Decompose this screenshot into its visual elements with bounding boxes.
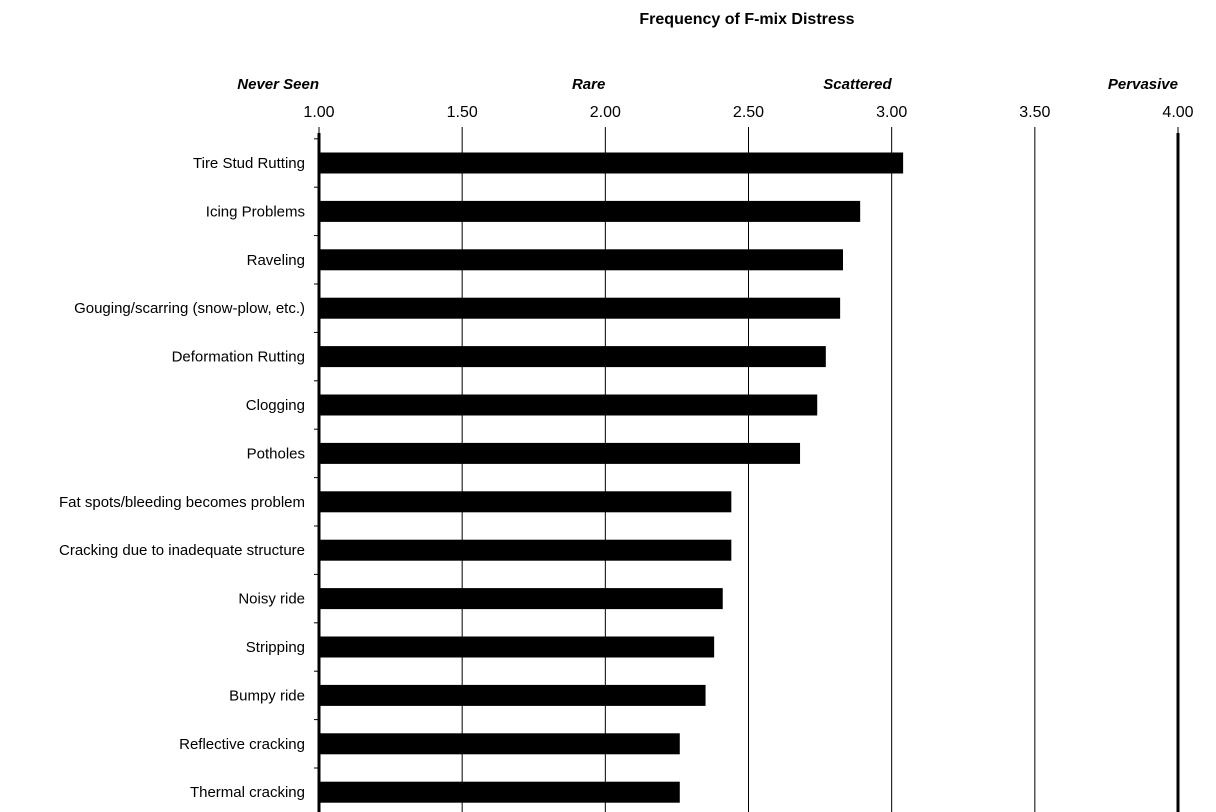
bar xyxy=(319,346,826,368)
bar xyxy=(319,588,723,610)
x-tick-label: 2.50 xyxy=(733,104,764,121)
category-label: Potholes xyxy=(247,445,305,462)
bar xyxy=(319,297,841,319)
bar xyxy=(319,394,818,416)
bar xyxy=(319,491,732,513)
scale-label: Pervasive xyxy=(1108,76,1178,93)
x-tick-label: 1.00 xyxy=(303,104,334,121)
scale-label: Never Seen xyxy=(237,76,319,93)
scale-label: Rare xyxy=(572,76,605,93)
bar xyxy=(319,152,904,174)
chart-title: Frequency of F-mix Distress xyxy=(639,11,854,28)
category-labels: Tire Stud Rutting Icing Problems Raveling G… xyxy=(59,155,305,801)
bar xyxy=(319,781,680,803)
bar xyxy=(319,733,680,755)
scale-label: Scattered xyxy=(823,76,892,93)
category-label: Deformation Rutting xyxy=(172,349,305,366)
category-label: Cracking due to inadequate structure xyxy=(59,542,305,559)
bar xyxy=(319,249,843,271)
category-label: Raveling xyxy=(247,252,305,269)
bar xyxy=(319,636,715,658)
category-label: Icing Problems xyxy=(206,203,305,220)
category-label: Stripping xyxy=(246,639,305,656)
x-tick-label: 1.50 xyxy=(447,104,478,121)
category-label: Noisy ride xyxy=(238,591,305,608)
category-label: Bumpy ride xyxy=(229,687,305,704)
category-label: Tire Stud Rutting xyxy=(193,155,305,172)
x-tick-label: 3.50 xyxy=(1019,104,1050,121)
bar xyxy=(319,539,732,561)
category-label: Thermal cracking xyxy=(190,784,305,801)
bar xyxy=(319,442,801,464)
gridlines xyxy=(461,133,1036,812)
category-label: Reflective cracking xyxy=(179,736,305,753)
x-tick-label: 2.00 xyxy=(590,104,621,121)
category-label: Clogging xyxy=(246,397,305,414)
category-label: Gouging/scarring (snow-plow, etc.) xyxy=(74,300,305,317)
bar xyxy=(319,200,861,222)
axes xyxy=(314,127,1180,812)
bar xyxy=(319,684,706,706)
x-tick-label: 3.00 xyxy=(876,104,907,121)
scale-labels: Never Seen Rare Scattered Pervasive xyxy=(237,76,1178,93)
category-label: Fat spots/bleeding becomes problem xyxy=(59,494,305,511)
bars xyxy=(319,152,904,803)
x-tick-label: 4.00 xyxy=(1162,104,1193,121)
x-tick-labels: 1.00 1.50 2.00 2.50 3.00 3.50 4.00 xyxy=(303,104,1193,121)
